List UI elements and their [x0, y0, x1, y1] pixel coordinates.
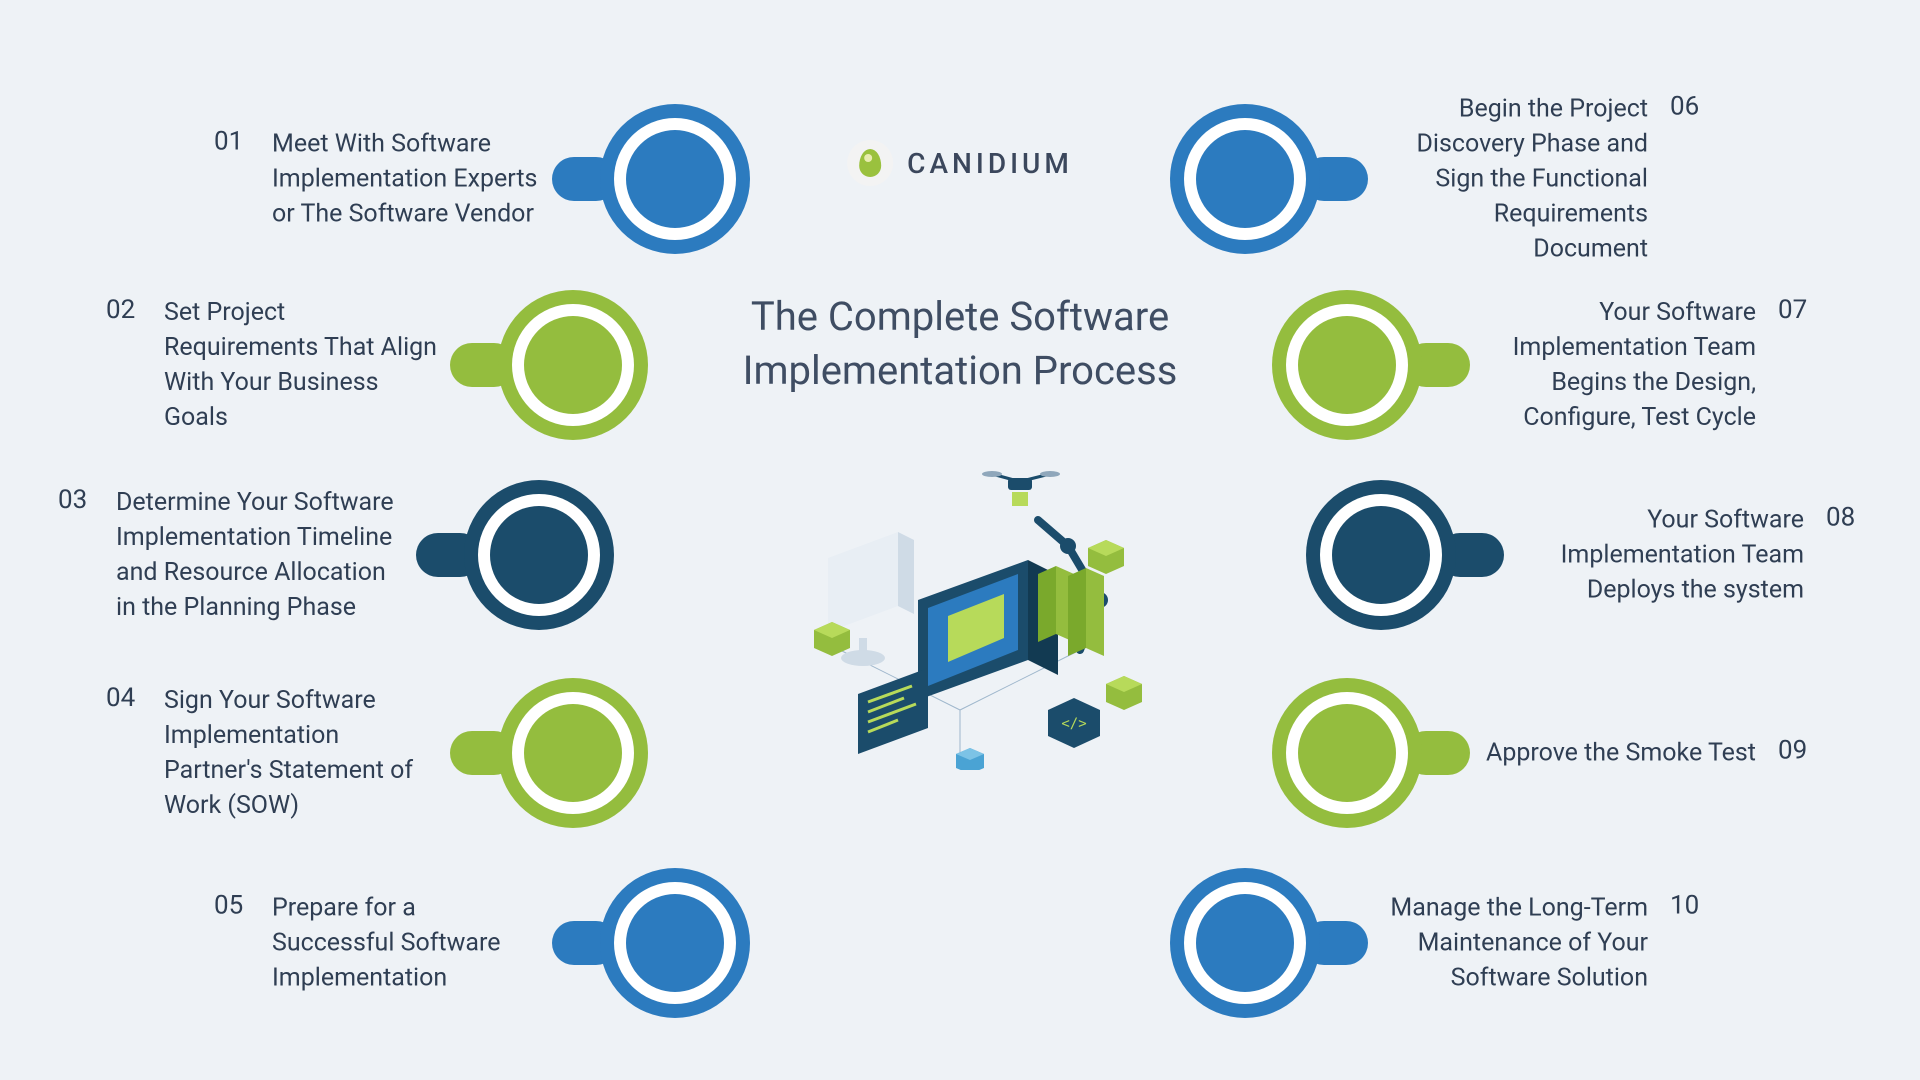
step-node — [1170, 104, 1320, 254]
step-node — [498, 678, 648, 828]
step-number: 07 — [1778, 295, 1814, 435]
node-inner-fill — [524, 704, 622, 802]
node-inner-fill — [1332, 506, 1430, 604]
step-node — [600, 868, 750, 1018]
node-inner-fill — [490, 506, 588, 604]
step-node — [600, 104, 750, 254]
brand-logo-mark — [847, 140, 893, 186]
brand-name: CANIDIUM — [907, 147, 1073, 180]
step-text: 07Your Software Implementation Team Begi… — [1482, 295, 1814, 435]
node-inner-fill — [1196, 130, 1294, 228]
node-inner-fill — [1298, 704, 1396, 802]
step-number: 01 — [214, 127, 250, 232]
center-illustration: </> — [750, 450, 1170, 770]
step-node — [1170, 868, 1320, 1018]
step-label: Manage the Long-Term Maintenance of Your… — [1380, 891, 1648, 996]
step-node — [1272, 290, 1422, 440]
step-number: 06 — [1670, 92, 1706, 267]
step-text: 05Prepare for a Successful Software Impl… — [214, 891, 540, 996]
step-text: 09 Approve the Smoke Test — [1482, 736, 1814, 771]
step-number: 03 — [58, 485, 94, 625]
step-number: 04 — [106, 683, 142, 823]
step-label: Determine Your Software Implementation T… — [116, 485, 404, 625]
infographic-canvas: CANIDIUM The Complete Software Implement… — [0, 0, 1920, 1080]
step-label: Your Software Implementation Team Begins… — [1482, 295, 1756, 435]
step-number: 05 — [214, 891, 250, 996]
node-inner-fill — [626, 130, 724, 228]
node-inner-fill — [626, 894, 724, 992]
step-text: 08Your Software Implementation Team Depl… — [1516, 503, 1862, 608]
step-text: 04Sign Your Software Implementation Part… — [106, 683, 438, 823]
step-number: 02 — [106, 295, 142, 435]
step-label: Set Project Requirements That Align With… — [164, 295, 438, 435]
step-text: 01Meet With Software Implementation Expe… — [214, 127, 540, 232]
step-text: 10Manage the Long-Term Maintenance of Yo… — [1380, 891, 1706, 996]
step-text: 06Begin the Project Discovery Phase and … — [1380, 92, 1706, 267]
node-inner-fill — [524, 316, 622, 414]
leaf-drop-icon — [859, 149, 881, 177]
node-inner-fill — [1298, 316, 1396, 414]
step-label: Begin the Project Discovery Phase and Si… — [1380, 92, 1648, 267]
step-node — [1306, 480, 1456, 630]
step-text: 03Determine Your Software Implementation… — [58, 485, 404, 625]
step-number: 10 — [1670, 891, 1706, 996]
step-node — [464, 480, 614, 630]
step-number: 09 — [1778, 736, 1814, 771]
step-text: 02Set Project Requirements That Align Wi… — [106, 295, 438, 435]
step-label: Your Software Implementation Team Deploy… — [1516, 503, 1804, 608]
infographic-title: The Complete Software Implementation Pro… — [650, 290, 1270, 398]
step-node — [1272, 678, 1422, 828]
step-label: Prepare for a Successful Software Implem… — [272, 891, 540, 996]
step-label: Sign Your Software Implementation Partne… — [164, 683, 438, 823]
step-number: 08 — [1826, 503, 1862, 608]
brand-logo: CANIDIUM — [847, 140, 1073, 186]
svg-text:</>: </> — [1061, 716, 1086, 732]
tech-isometric-icon: </> — [750, 450, 1170, 770]
step-label: Approve the Smoke Test — [1482, 736, 1756, 771]
step-label: Meet With Software Implementation Expert… — [272, 127, 540, 232]
step-node — [498, 290, 648, 440]
node-inner-fill — [1196, 894, 1294, 992]
